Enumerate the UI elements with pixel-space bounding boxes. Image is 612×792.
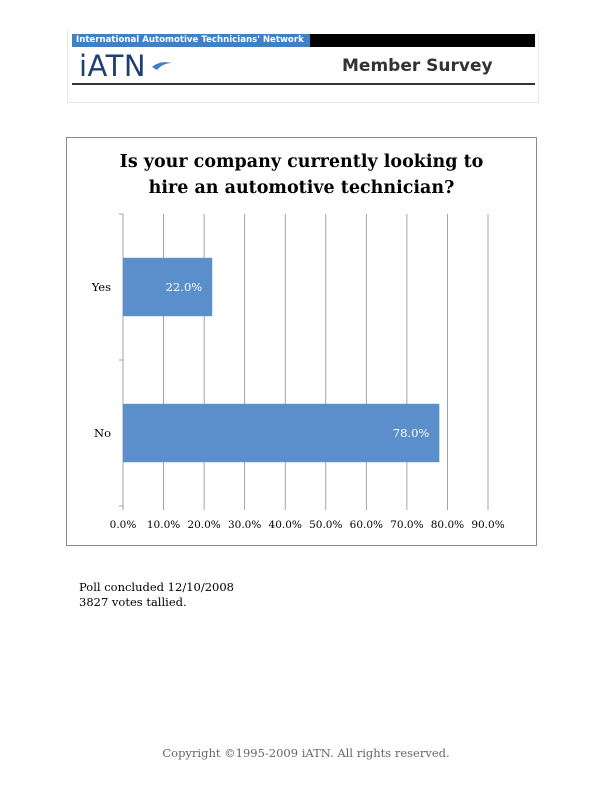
x-tick-label: 30.0% [228,519,261,531]
x-tick-label: 50.0% [309,519,342,531]
chart-title: Is your company currently looking to hir… [67,149,536,201]
data-label: 22.0% [166,280,203,294]
data-label: 78.0% [393,426,430,440]
banner-bar: International Automotive Technicians' Ne… [72,34,535,47]
x-tick-label: 20.0% [187,519,220,531]
chart-title-line: hire an automotive technician? [148,178,455,198]
bar-chart: 0.0% 10.0% 20.0% 30.0% 40.0% 50.0% 60.0% 70.0% 8… [91,213,505,531]
chart-frame: Is your company currently looking to hir… [66,137,537,546]
poll-info: Poll concluded 12/10/2008 3827 votes tal… [79,580,234,610]
x-tick-label: 60.0% [350,519,383,531]
category-label: No [94,426,111,440]
category-label: Yes [91,280,111,294]
iatn-logo: iATN [79,49,147,83]
x-tick-label: 10.0% [147,519,180,531]
x-tick-label: 70.0% [390,519,423,531]
x-tick-label: 80.0% [431,519,464,531]
survey-banner: International Automotive Technicians' Ne… [67,30,539,103]
x-tick-label: 0.0% [110,519,137,531]
network-name: International Automotive Technicians' Ne… [72,34,310,47]
chart-title-line: Is your company currently looking to [119,152,484,172]
bar-no [123,403,440,463]
logo-swoosh-icon [152,62,172,70]
survey-title: Member Survey [342,56,493,76]
bar-yes [123,257,213,317]
copyright-text: Copyright ©1995-2009 iATN. All rights re… [162,746,450,760]
poll-concluded-text: Poll concluded 12/10/2008 [79,580,234,594]
banner-rule [72,83,535,85]
x-tick-label: 40.0% [269,519,302,531]
x-tick-label: 90.0% [471,519,504,531]
poll-votes-text: 3827 votes tallied. [79,595,187,609]
